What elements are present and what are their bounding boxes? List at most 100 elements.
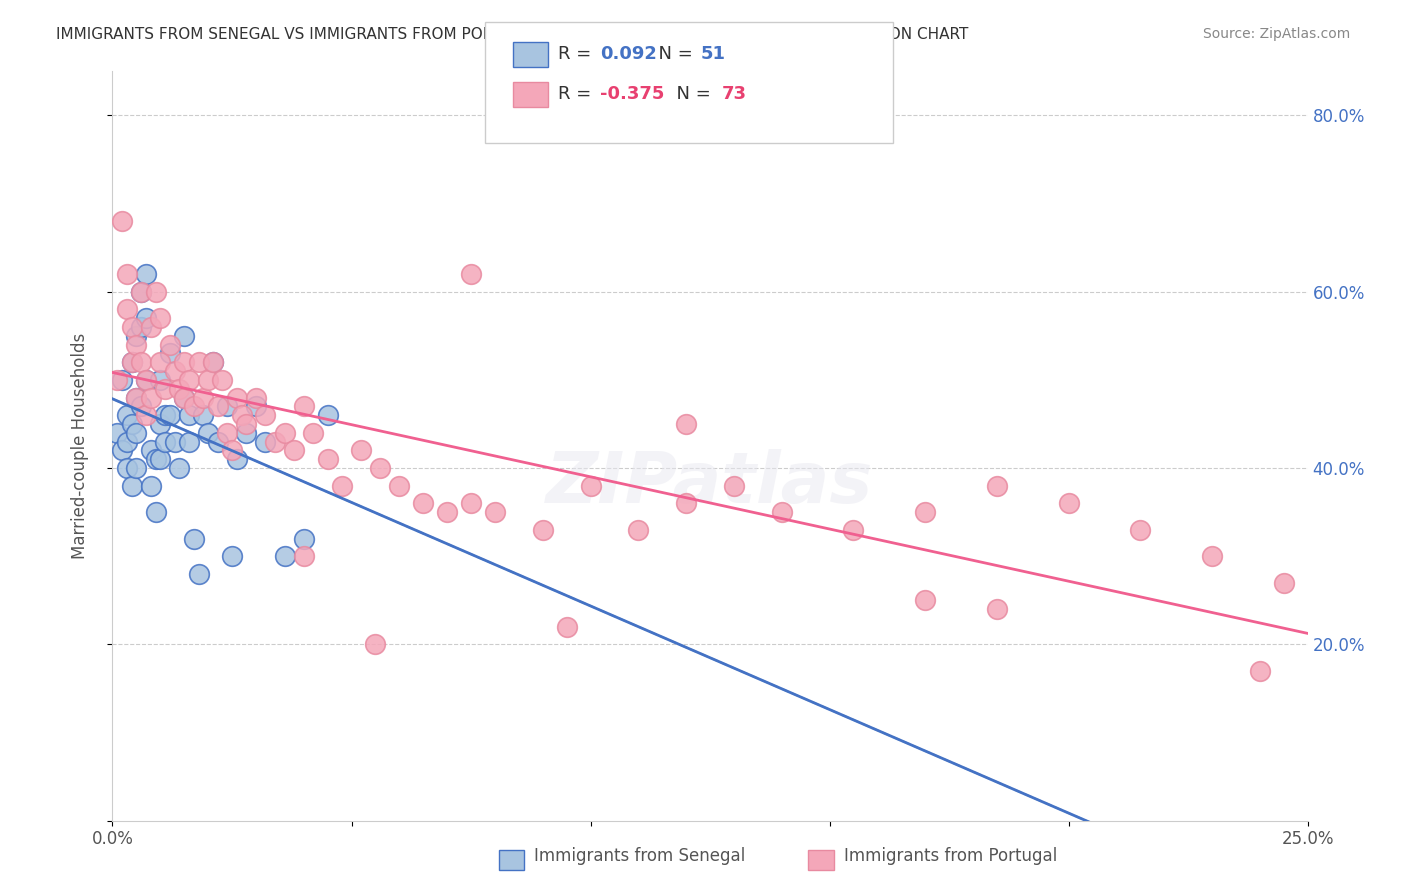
Point	[149, 373, 172, 387]
Point	[217, 425, 239, 440]
Point	[264, 434, 287, 449]
Text: 0.092: 0.092	[600, 45, 657, 62]
Point	[129, 285, 152, 299]
Point	[135, 311, 157, 326]
Text: IMMIGRANTS FROM SENEGAL VS IMMIGRANTS FROM PORTUGAL MARRIED-COUPLE HOUSEHOLDS CO: IMMIGRANTS FROM SENEGAL VS IMMIGRANTS FR…	[56, 27, 969, 42]
Point	[368, 461, 391, 475]
Point	[169, 461, 191, 475]
Point	[121, 355, 143, 369]
Point	[145, 285, 167, 299]
Point	[221, 443, 243, 458]
Point	[187, 566, 209, 581]
Point	[139, 391, 162, 405]
Point	[316, 408, 339, 422]
Point	[125, 425, 148, 440]
Point	[115, 408, 138, 422]
Point	[201, 355, 224, 369]
Point	[111, 373, 134, 387]
Point	[193, 391, 215, 405]
Y-axis label: Married-couple Households: Married-couple Households	[70, 333, 89, 559]
Point	[125, 391, 148, 405]
Point	[115, 302, 138, 317]
Point	[159, 337, 181, 351]
Point	[129, 320, 152, 334]
Point	[145, 452, 167, 467]
Point	[129, 400, 152, 414]
Point	[159, 408, 181, 422]
Point	[135, 373, 157, 387]
Point	[163, 434, 186, 449]
Point	[121, 355, 143, 369]
Point	[770, 505, 793, 519]
Point	[412, 496, 434, 510]
Point	[217, 400, 239, 414]
Text: ZIPatlas: ZIPatlas	[547, 449, 873, 518]
Point	[163, 364, 186, 378]
Point	[221, 549, 243, 564]
Point	[135, 267, 157, 281]
Point	[531, 523, 554, 537]
Text: 73: 73	[721, 85, 747, 103]
Text: N =: N =	[647, 45, 699, 62]
Point	[149, 355, 172, 369]
Point	[292, 400, 315, 414]
Text: R =: R =	[558, 85, 598, 103]
Point	[914, 505, 936, 519]
Point	[986, 602, 1008, 616]
Point	[484, 505, 506, 519]
Point	[125, 391, 148, 405]
Point	[173, 391, 195, 405]
Point	[207, 434, 229, 449]
Point	[235, 417, 257, 431]
Point	[579, 478, 602, 492]
Point	[245, 391, 267, 405]
Point	[364, 637, 387, 651]
Point	[460, 496, 482, 510]
Point	[986, 478, 1008, 492]
Point	[177, 408, 200, 422]
Point	[675, 496, 697, 510]
Point	[187, 355, 209, 369]
Point	[211, 373, 233, 387]
Point	[201, 355, 224, 369]
Point	[139, 478, 162, 492]
Point	[460, 267, 482, 281]
Point	[173, 355, 195, 369]
Point	[135, 373, 157, 387]
Point	[121, 417, 143, 431]
Point	[225, 452, 247, 467]
Point	[273, 425, 295, 440]
Point	[254, 434, 277, 449]
Point	[153, 434, 176, 449]
Point	[183, 400, 205, 414]
Point	[177, 373, 200, 387]
Point	[914, 593, 936, 607]
Point	[245, 400, 267, 414]
Point	[723, 478, 745, 492]
Point	[388, 478, 411, 492]
Point	[207, 400, 229, 414]
Point	[197, 373, 219, 387]
Point	[1129, 523, 1152, 537]
Point	[225, 391, 247, 405]
Point	[231, 408, 253, 422]
Point	[115, 434, 138, 449]
Point	[115, 267, 138, 281]
Text: Source: ZipAtlas.com: Source: ZipAtlas.com	[1202, 27, 1350, 41]
Point	[153, 382, 176, 396]
Point	[273, 549, 295, 564]
Text: N =: N =	[665, 85, 717, 103]
Point	[129, 285, 152, 299]
Point	[173, 391, 195, 405]
Point	[149, 311, 172, 326]
Point	[159, 346, 181, 360]
Point	[153, 408, 176, 422]
Point	[135, 408, 157, 422]
Point	[129, 355, 152, 369]
Point	[627, 523, 650, 537]
Point	[139, 320, 162, 334]
Point	[139, 443, 162, 458]
Text: R =: R =	[558, 45, 598, 62]
Point	[436, 505, 458, 519]
Point	[111, 214, 134, 228]
